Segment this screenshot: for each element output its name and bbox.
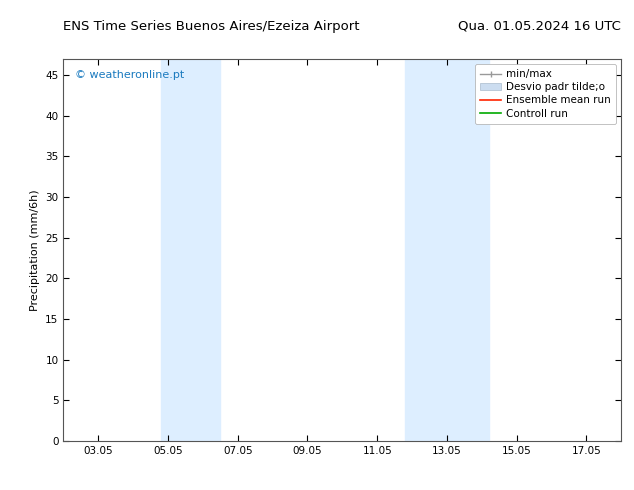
Text: Qua. 01.05.2024 16 UTC: Qua. 01.05.2024 16 UTC [458, 20, 621, 33]
Bar [405, 59, 440, 441]
Y-axis label: Precipitation (mm/6h): Precipitation (mm/6h) [30, 189, 40, 311]
Legend: min/max, Desvio padr tilde;o, Ensemble mean run, Controll run: min/max, Desvio padr tilde;o, Ensemble m… [475, 64, 616, 124]
Text: ENS Time Series Buenos Aires/Ezeiza Airport: ENS Time Series Buenos Aires/Ezeiza Airp… [63, 20, 360, 33]
Text: © weatheronline.pt: © weatheronline.pt [75, 70, 184, 80]
Bar [440, 59, 489, 441]
Bar [161, 59, 220, 441]
